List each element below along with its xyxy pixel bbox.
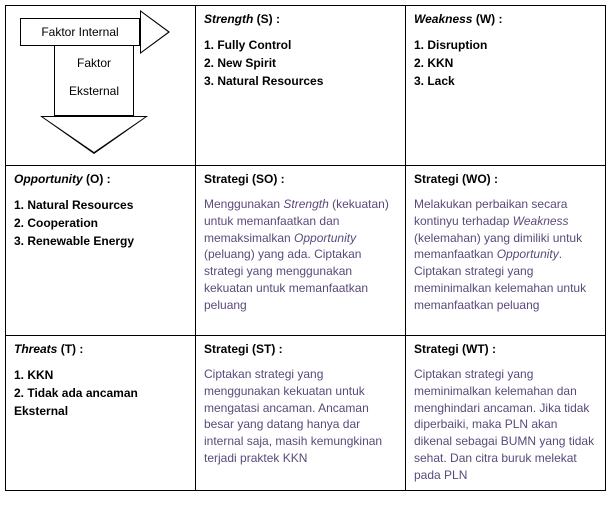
opportunity-items: 1. Natural Resources2. Cooperation3. Ren… <box>14 196 187 250</box>
so-title: Strategi (SO) : <box>204 172 397 186</box>
list-item: 3. Lack <box>414 72 597 90</box>
down-arrow-icon <box>40 116 148 154</box>
st-title: Strategi (ST) : <box>204 342 397 356</box>
st-body: Ciptakan strategi yang menggunakan kekua… <box>204 366 397 467</box>
list-item: 1. Fully Control <box>204 36 397 54</box>
list-item: 3. Renewable Energy <box>14 232 187 250</box>
external-factor-label-1: Faktor <box>55 56 133 70</box>
opportunity-cell: Opportunity (O) : 1. Natural Resources2.… <box>6 166 196 336</box>
swot-matrix: Faktor Internal Faktor Eksternal Strengt… <box>5 5 606 491</box>
opportunity-title: Opportunity (O) : <box>14 172 187 186</box>
so-body: Menggunakan Strength (kekuatan) untuk me… <box>204 196 397 314</box>
weakness-items: 1. Disruption2. KKN3. Lack <box>414 36 597 90</box>
external-factor-label-2: Eksternal <box>55 84 133 98</box>
weakness-title: Weakness (W) : <box>414 12 597 26</box>
threats-cell: Threats (T) : 1. KKN2. Tidak ada ancaman… <box>6 336 196 491</box>
list-item: 2. Cooperation <box>14 214 187 232</box>
strength-cell: Strength (S) : 1. Fully Control2. New Sp… <box>196 6 406 166</box>
internal-factor-label: Faktor Internal <box>41 25 118 39</box>
wo-title: Strategi (WO) : <box>414 172 597 186</box>
external-factor-arrow: Faktor Eksternal <box>54 46 134 116</box>
threats-title: Threats (T) : <box>14 342 187 356</box>
wo-body: Melakukan perbaikan secara kontinyu terh… <box>414 196 597 314</box>
wt-title: Strategi (WT) : <box>414 342 597 356</box>
weakness-cell: Weakness (W) : 1. Disruption2. KKN3. Lac… <box>406 6 606 166</box>
threats-items: 1. KKN2. Tidak ada ancaman Eksternal <box>14 366 187 420</box>
corner-cell: Faktor Internal Faktor Eksternal <box>6 6 196 166</box>
list-item: 3. Natural Resources <box>204 72 397 90</box>
list-item: 1. Disruption <box>414 36 597 54</box>
so-cell: Strategi (SO) : Menggunakan Strength (ke… <box>196 166 406 336</box>
internal-factor-arrow: Faktor Internal <box>20 18 140 46</box>
wt-cell: Strategi (WT) : Ciptakan strategi yang m… <box>406 336 606 491</box>
list-item: 1. Natural Resources <box>14 196 187 214</box>
list-item: 2. New Spirit <box>204 54 397 72</box>
strength-items: 1. Fully Control2. New Spirit3. Natural … <box>204 36 397 90</box>
list-item: 2. KKN <box>414 54 597 72</box>
wt-body: Ciptakan strategi yang meminimalkan kele… <box>414 366 597 484</box>
strength-title: Strength (S) : <box>204 12 397 26</box>
wo-cell: Strategi (WO) : Melakukan perbaikan seca… <box>406 166 606 336</box>
st-cell: Strategi (ST) : Ciptakan strategi yang m… <box>196 336 406 491</box>
list-item: 2. Tidak ada ancaman Eksternal <box>14 384 187 420</box>
right-arrow-icon <box>140 10 170 54</box>
list-item: 1. KKN <box>14 366 187 384</box>
